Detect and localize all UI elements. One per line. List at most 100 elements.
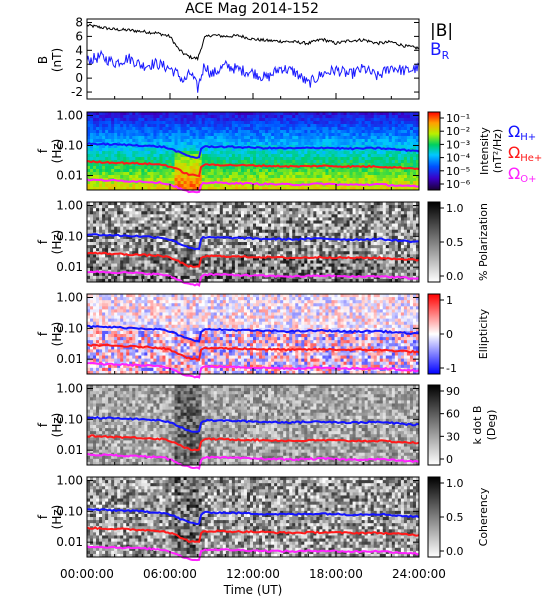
spectrogram-cell (322, 208, 326, 212)
spectrogram-cell (222, 142, 227, 146)
spectrogram-cell (198, 136, 203, 140)
spectrogram-cell (219, 136, 224, 140)
spectrogram-cell (171, 217, 175, 221)
spectrogram-cell (304, 269, 308, 274)
spectrogram-cell (277, 208, 281, 212)
spectrogram-cell (385, 187, 390, 191)
spectrogram-cell (174, 208, 178, 212)
colorbar-tick-label: 10⁻¹ (446, 112, 470, 125)
spectrogram-cell (195, 266, 200, 271)
spectrogram-cell (90, 118, 94, 122)
spectrogram-cell (301, 157, 305, 161)
spectrogram-cell (168, 248, 172, 252)
spectrogram-cell (120, 136, 124, 140)
spectrogram-cell (234, 217, 239, 221)
spectrogram-cell (147, 248, 151, 252)
spectrogram-cell (114, 160, 118, 164)
spectrogram-cell (259, 184, 263, 188)
spectrogram-cell (132, 127, 136, 131)
spectrogram-cell (271, 235, 275, 240)
spectrogram-cell (132, 175, 136, 179)
spectrogram-cell (159, 260, 163, 264)
spectrogram-cell (162, 172, 166, 176)
spectrogram-cell (298, 214, 302, 218)
spectrogram-cell (334, 166, 338, 170)
spectrogram-cell (343, 163, 347, 167)
spectrogram-cell (102, 181, 106, 185)
spectrogram-cell (237, 248, 242, 252)
spectrogram-cell (361, 121, 366, 125)
spectrogram-cell (234, 133, 239, 137)
spectrogram-cell (262, 232, 266, 237)
spectrogram-cell (246, 232, 251, 237)
spectrogram-cell (138, 278, 142, 283)
spectrogram-cell (225, 169, 230, 173)
spectrogram-cell (141, 211, 145, 215)
spectrogram-cell (189, 145, 194, 149)
spectrogram-cell (286, 223, 290, 228)
spectrogram-cell (271, 142, 275, 146)
spectrogram-cell (186, 235, 191, 240)
spectrogram-cell (234, 245, 239, 249)
spectrogram-cell (249, 154, 254, 158)
spectrogram-cell (253, 178, 257, 182)
spectrogram-cell (111, 166, 115, 170)
spectrogram-cell (415, 133, 420, 137)
spectrogram-cell (156, 178, 160, 182)
spectrogram-cell (322, 214, 326, 218)
spectrogram-cell (328, 142, 332, 146)
spectrogram-cell (96, 121, 100, 125)
spectrogram-cell (189, 214, 194, 218)
spectrogram-cell (246, 205, 251, 209)
spectrogram-cell (183, 142, 187, 146)
spectrogram-cell (337, 115, 341, 119)
spectrogram-cell (90, 166, 94, 170)
spectrogram-cell (171, 202, 175, 206)
spectrogram-cell (123, 238, 127, 243)
spectrogram-cell (240, 245, 245, 249)
spectrogram-cell (138, 136, 142, 140)
spectrogram-cell (246, 214, 251, 218)
spectrogram-cell (189, 226, 194, 231)
spectrogram-cell (186, 214, 191, 218)
spectrogram-cell (174, 251, 178, 255)
spectrogram-cell (346, 181, 350, 185)
spectrogram-cell (219, 139, 224, 143)
spectrogram-cell (403, 127, 408, 131)
spectrogram-cell (289, 187, 293, 191)
spectrogram-cell (183, 136, 187, 140)
spectrogram-cell (283, 124, 287, 128)
spectrogram-cell (256, 148, 260, 152)
spectrogram-cell (180, 275, 184, 280)
spectrogram-cell (322, 187, 326, 191)
spectrogram-cell (225, 172, 230, 176)
spectrogram-cell (268, 154, 272, 158)
spectrogram-cell (111, 226, 115, 231)
spectrogram-cell (403, 112, 408, 116)
spectrogram-cell (123, 208, 127, 212)
spectrogram-cell (415, 187, 420, 191)
spectrogram-cell (132, 220, 136, 224)
spectrogram-cell (295, 166, 299, 170)
spectrogram-cell (117, 214, 121, 218)
spectrogram-cell (186, 121, 191, 125)
spectrogram-cell (126, 184, 130, 188)
spectrogram-cell (277, 266, 281, 271)
spectrogram-cell (334, 127, 338, 131)
spectrogram-cell (382, 169, 387, 173)
spectrogram-cell (114, 112, 118, 116)
spectrogram-cell (219, 154, 224, 158)
spectrogram-cell (322, 142, 326, 146)
spectrogram-cell (409, 136, 414, 140)
spectrogram-cell (225, 266, 230, 271)
spectrogram-cell (213, 278, 218, 283)
spectrogram-cell (274, 235, 278, 240)
spectrogram-cell (289, 148, 293, 152)
spectrogram-cell (373, 145, 378, 149)
spectrogram-cell (192, 112, 197, 116)
spectrogram-cell (240, 118, 245, 122)
spectrogram-cell (216, 242, 221, 246)
spectrogram-cell (403, 157, 408, 161)
spectrogram-cell (132, 269, 136, 274)
spectrogram-cell (262, 181, 266, 185)
